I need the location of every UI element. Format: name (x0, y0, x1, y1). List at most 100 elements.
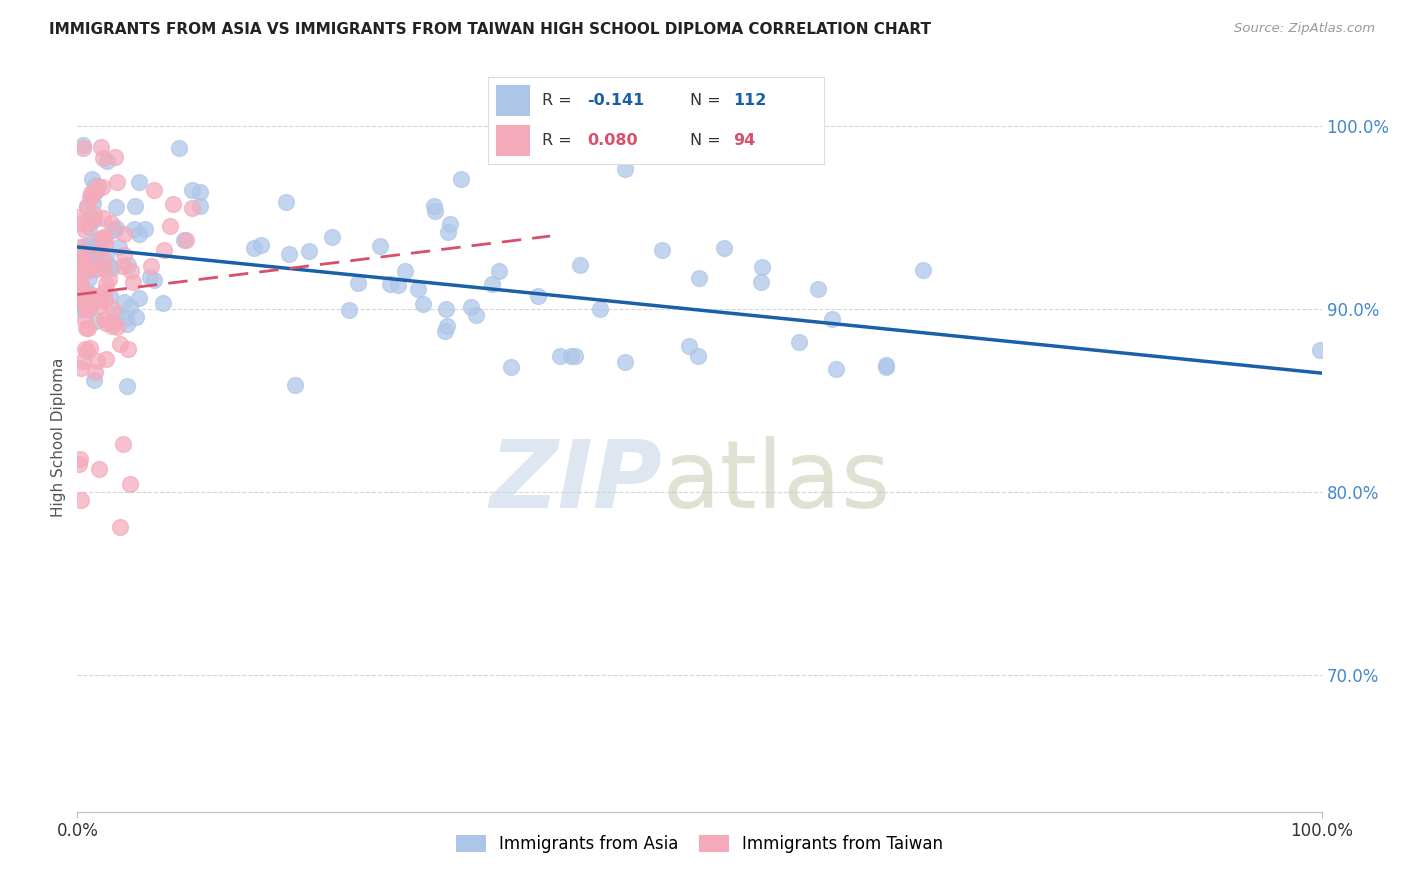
Point (97, 271, 120, 285)
Point (103, 223, 125, 237)
Point (76, 200, 98, 214)
Point (94, 232, 117, 246)
Point (387, 278, 409, 293)
Point (93, 312, 115, 326)
Point (460, 300, 482, 314)
Point (188, 185, 211, 199)
Point (337, 302, 360, 317)
Point (83, 366, 105, 380)
Point (128, 291, 150, 305)
Point (298, 244, 321, 258)
Point (70, 276, 93, 290)
Point (100, 259, 122, 273)
Point (93, 285, 115, 299)
Point (79, 260, 101, 274)
Point (100, 289, 122, 303)
Text: atlas: atlas (662, 436, 890, 528)
Point (787, 335, 810, 350)
Point (128, 227, 150, 241)
Point (75, 291, 97, 305)
Point (526, 289, 548, 303)
Point (82, 188, 104, 202)
Point (120, 477, 142, 491)
Point (564, 349, 586, 363)
Point (67, 254, 90, 268)
Point (433, 324, 456, 338)
Point (134, 222, 156, 236)
Point (72, 137, 94, 152)
Point (112, 248, 135, 262)
Point (105, 320, 128, 334)
Point (412, 297, 434, 311)
Point (83, 178, 105, 193)
Point (67, 458, 90, 472)
Point (75, 238, 97, 252)
Y-axis label: High School Diploma: High School Diploma (51, 358, 66, 516)
Point (689, 270, 711, 285)
Point (94, 352, 117, 367)
Point (76, 199, 98, 213)
Point (749, 275, 772, 289)
Point (86, 353, 108, 368)
Point (560, 349, 582, 363)
Point (87, 179, 110, 194)
Point (153, 243, 176, 257)
Point (86, 289, 108, 303)
Point (91, 152, 114, 166)
Point (368, 239, 391, 253)
Point (713, 241, 735, 255)
Point (86, 262, 108, 277)
Point (751, 260, 773, 274)
Point (69, 267, 91, 281)
Point (114, 311, 136, 326)
Text: Source: ZipAtlas.com: Source: ZipAtlas.com (1234, 22, 1375, 36)
Point (1309, 343, 1331, 357)
Point (76, 321, 98, 335)
Point (66, 210, 89, 224)
Point (72, 353, 94, 368)
Point (79, 238, 101, 252)
Point (481, 277, 503, 291)
Point (69, 256, 91, 270)
Text: ZIP: ZIP (489, 436, 662, 528)
Point (83, 250, 105, 264)
Point (72, 289, 94, 303)
Point (84, 253, 107, 268)
Point (276, 194, 298, 209)
Point (76, 217, 98, 231)
Point (80, 186, 103, 201)
Point (93, 252, 115, 267)
Point (96, 249, 118, 263)
Point (82, 212, 104, 227)
Point (82, 196, 104, 211)
Point (69, 254, 91, 268)
Point (686, 350, 709, 364)
Point (69, 240, 91, 254)
Point (77, 302, 100, 317)
Point (124, 198, 146, 212)
Point (100, 216, 122, 230)
Point (439, 217, 461, 231)
Point (678, 338, 700, 352)
Point (77, 219, 100, 234)
Point (107, 240, 129, 254)
Point (70, 268, 93, 282)
Point (180, 201, 202, 215)
Point (70, 285, 93, 300)
Point (73, 223, 96, 237)
Point (83, 373, 105, 387)
Point (152, 296, 174, 310)
Point (94, 277, 117, 292)
Text: IMMIGRANTS FROM ASIA VS IMMIGRANTS FROM TAIWAN HIGH SCHOOL DIPLOMA CORRELATION C: IMMIGRANTS FROM ASIA VS IMMIGRANTS FROM … (49, 22, 931, 37)
Point (72, 252, 94, 267)
Point (101, 301, 124, 316)
Point (75, 313, 97, 327)
Point (243, 241, 266, 255)
Point (94, 238, 117, 252)
Point (96, 153, 118, 168)
Point (77, 260, 100, 275)
Point (277, 246, 299, 260)
Point (93, 261, 115, 276)
Point (568, 258, 591, 272)
Point (423, 199, 446, 213)
